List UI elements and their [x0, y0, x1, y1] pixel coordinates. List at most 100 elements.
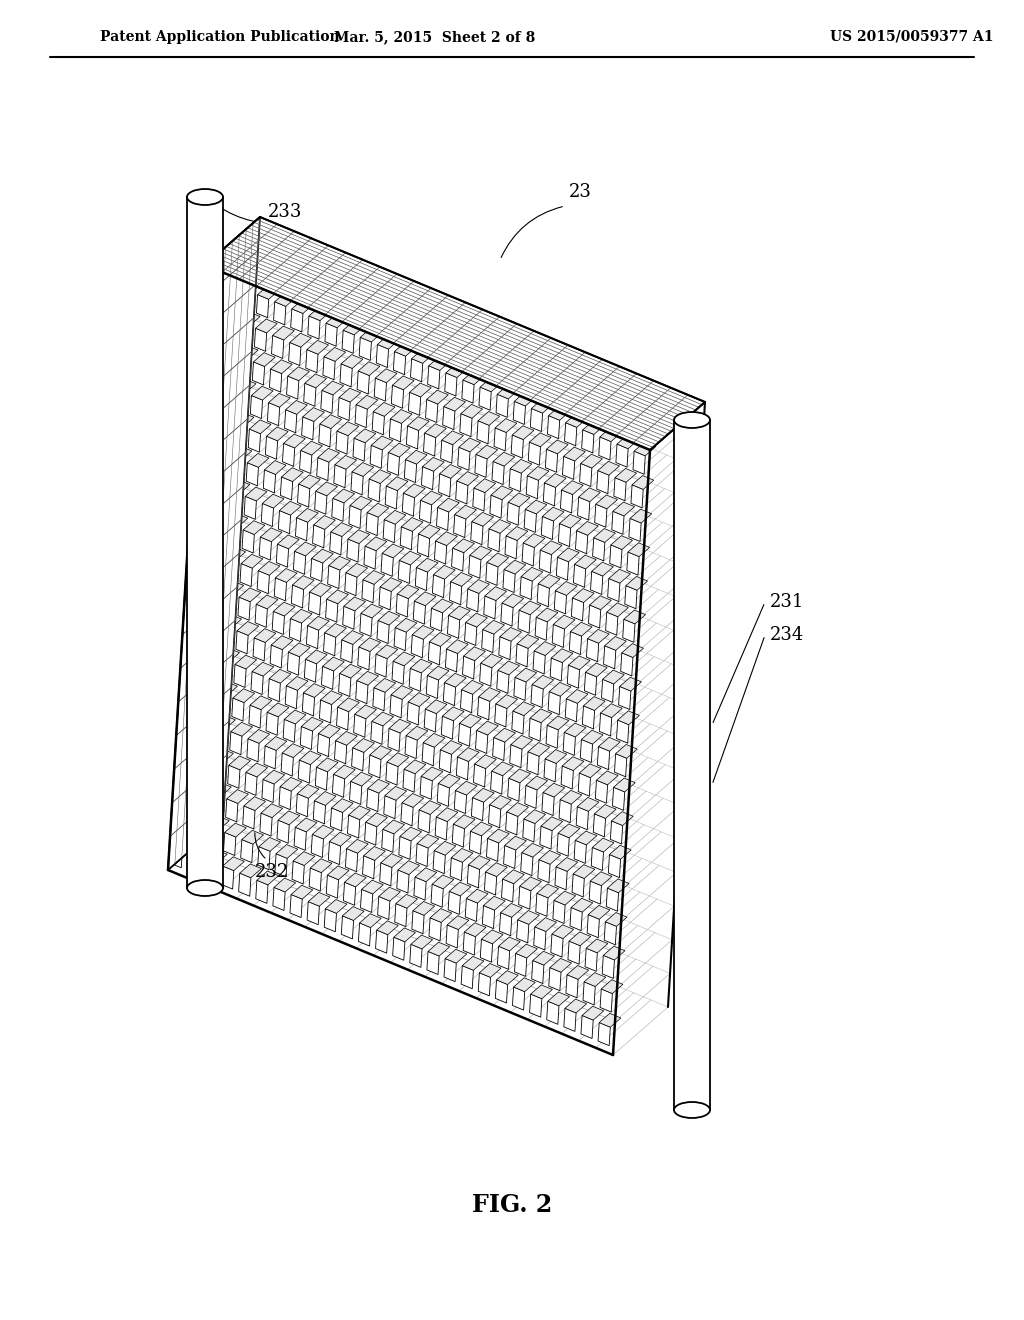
- Polygon shape: [461, 689, 473, 713]
- Polygon shape: [556, 858, 578, 871]
- Polygon shape: [339, 673, 351, 697]
- Polygon shape: [432, 875, 454, 888]
- Polygon shape: [223, 833, 236, 855]
- Polygon shape: [206, 549, 218, 573]
- Polygon shape: [489, 520, 511, 533]
- Polygon shape: [214, 414, 226, 438]
- Ellipse shape: [674, 1102, 710, 1118]
- Polygon shape: [324, 347, 346, 362]
- Polygon shape: [322, 667, 334, 689]
- Polygon shape: [347, 539, 359, 562]
- Polygon shape: [205, 273, 217, 297]
- Polygon shape: [350, 772, 373, 785]
- Polygon shape: [212, 449, 224, 471]
- Polygon shape: [273, 302, 286, 325]
- Polygon shape: [552, 925, 573, 939]
- Polygon shape: [449, 891, 461, 915]
- Polygon shape: [514, 677, 526, 701]
- Polygon shape: [358, 362, 380, 376]
- Polygon shape: [410, 668, 421, 692]
- Polygon shape: [173, 801, 195, 816]
- Polygon shape: [629, 519, 641, 541]
- Polygon shape: [503, 569, 515, 593]
- Polygon shape: [176, 744, 188, 767]
- Polygon shape: [537, 609, 558, 622]
- Polygon shape: [196, 717, 208, 741]
- Polygon shape: [457, 471, 478, 486]
- Polygon shape: [321, 690, 342, 705]
- Polygon shape: [496, 395, 508, 417]
- Polygon shape: [542, 792, 554, 816]
- Polygon shape: [221, 866, 233, 890]
- Polygon shape: [180, 677, 193, 700]
- Polygon shape: [496, 694, 517, 709]
- Polygon shape: [593, 813, 605, 837]
- Polygon shape: [492, 486, 513, 500]
- Polygon shape: [501, 603, 513, 626]
- Polygon shape: [502, 594, 523, 607]
- Polygon shape: [307, 616, 330, 630]
- Polygon shape: [542, 516, 554, 540]
- Polygon shape: [439, 750, 452, 772]
- Polygon shape: [602, 956, 614, 978]
- Polygon shape: [215, 690, 227, 714]
- Polygon shape: [632, 475, 653, 490]
- Polygon shape: [290, 619, 301, 642]
- Polygon shape: [422, 466, 434, 490]
- Polygon shape: [578, 498, 590, 520]
- Text: FIG. 2: FIG. 2: [472, 1193, 552, 1217]
- Polygon shape: [239, 587, 261, 602]
- Polygon shape: [423, 458, 444, 471]
- Polygon shape: [398, 861, 420, 875]
- Polygon shape: [529, 994, 542, 1018]
- Polygon shape: [315, 482, 338, 496]
- Polygon shape: [385, 787, 407, 800]
- Polygon shape: [318, 424, 331, 447]
- Polygon shape: [366, 512, 378, 536]
- Polygon shape: [474, 755, 497, 768]
- Polygon shape: [532, 676, 554, 689]
- Polygon shape: [568, 656, 590, 669]
- Polygon shape: [252, 387, 273, 400]
- Polygon shape: [248, 730, 269, 743]
- Polygon shape: [530, 709, 552, 723]
- Polygon shape: [388, 729, 400, 751]
- Polygon shape: [543, 507, 564, 521]
- Polygon shape: [188, 543, 201, 565]
- Polygon shape: [445, 364, 468, 378]
- Polygon shape: [189, 818, 202, 841]
- Polygon shape: [540, 550, 552, 573]
- Polygon shape: [364, 846, 385, 861]
- Polygon shape: [444, 372, 457, 396]
- Polygon shape: [427, 667, 450, 680]
- Polygon shape: [531, 961, 544, 983]
- Polygon shape: [436, 507, 449, 531]
- Polygon shape: [463, 932, 475, 956]
- Polygon shape: [538, 583, 550, 607]
- Polygon shape: [409, 693, 430, 706]
- Polygon shape: [260, 528, 282, 541]
- Polygon shape: [469, 832, 481, 854]
- Polygon shape: [359, 614, 372, 636]
- Polygon shape: [565, 413, 588, 428]
- Polygon shape: [414, 876, 426, 900]
- Polygon shape: [404, 760, 426, 774]
- Polygon shape: [224, 548, 246, 561]
- Polygon shape: [471, 521, 483, 545]
- Ellipse shape: [674, 412, 710, 428]
- Polygon shape: [457, 756, 469, 780]
- Polygon shape: [511, 735, 532, 750]
- Polygon shape: [449, 606, 470, 620]
- Polygon shape: [337, 708, 349, 730]
- Polygon shape: [418, 810, 430, 833]
- Polygon shape: [591, 847, 603, 870]
- Polygon shape: [431, 599, 454, 612]
- Polygon shape: [426, 400, 438, 422]
- Polygon shape: [400, 828, 422, 841]
- Polygon shape: [607, 603, 629, 616]
- Polygon shape: [415, 591, 436, 606]
- Polygon shape: [291, 886, 312, 899]
- Polygon shape: [257, 570, 269, 594]
- Polygon shape: [473, 764, 485, 787]
- Polygon shape: [583, 421, 604, 434]
